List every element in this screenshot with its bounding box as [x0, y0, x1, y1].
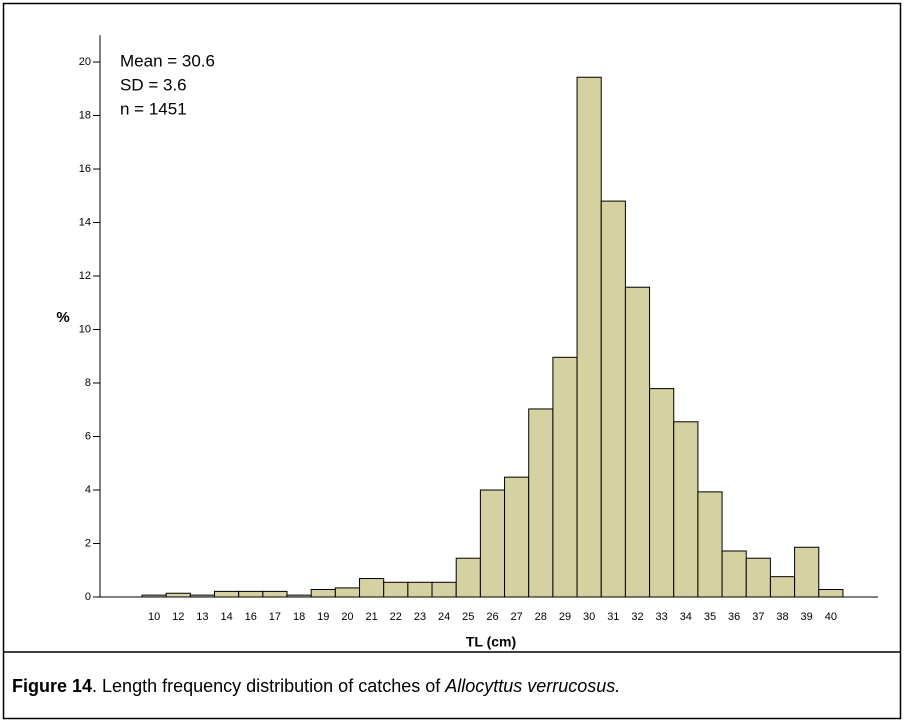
annotation: n = 1451 — [120, 99, 187, 118]
x-tick-label: 35 — [704, 611, 716, 623]
x-tick-label: 38 — [776, 611, 788, 623]
annotation: SD = 3.6 — [120, 75, 187, 94]
bar — [262, 590, 288, 598]
x-tick-label: 18 — [293, 611, 305, 623]
bar — [479, 489, 506, 598]
x-tick-label: 19 — [317, 611, 329, 623]
bar — [431, 581, 457, 598]
y-tick-label: 14 — [79, 216, 91, 228]
x-tick-label: 23 — [414, 611, 426, 623]
y-tick-label: 4 — [85, 484, 91, 496]
x-tick-label: 37 — [752, 611, 764, 623]
x-tick-label: 30 — [583, 611, 595, 623]
x-tick-label: 21 — [365, 611, 377, 623]
bar — [528, 408, 554, 598]
bar — [407, 581, 433, 598]
y-tick-label: 2 — [85, 537, 91, 549]
x-tick-label: 17 — [269, 611, 281, 623]
caption-species: Allocyttus verrucosus. — [444, 676, 620, 696]
bar — [649, 388, 675, 598]
bar — [383, 581, 409, 598]
x-tick-label: 27 — [511, 611, 523, 623]
x-tick-label: 26 — [486, 611, 498, 623]
bar — [214, 590, 240, 598]
x-tick-label: 39 — [801, 611, 813, 623]
x-tick-label: 29 — [559, 611, 571, 623]
x-tick-label: 12 — [172, 611, 184, 623]
bar — [359, 578, 385, 598]
x-tick-label: 14 — [220, 611, 232, 623]
bar — [794, 546, 820, 598]
annotation: Mean = 30.6 — [120, 51, 215, 70]
bar — [576, 76, 602, 598]
y-tick-label: 16 — [79, 163, 91, 175]
bar — [745, 557, 771, 598]
y-axis-label: % — [56, 309, 69, 326]
x-tick-label: 22 — [390, 611, 402, 623]
x-tick-label: 28 — [535, 611, 547, 623]
bar — [334, 587, 361, 598]
caption-text: . Length frequency distribution of catch… — [92, 676, 445, 696]
x-tick-label: 32 — [631, 611, 643, 623]
y-tick-label: 6 — [85, 430, 91, 442]
bar — [552, 356, 578, 598]
bar — [673, 421, 699, 598]
x-tick-label: 20 — [341, 611, 353, 623]
x-axis-label: TL (cm) — [466, 634, 516, 650]
caption: Figure 14. Length frequency distribution… — [12, 676, 620, 696]
bar — [697, 491, 723, 598]
y-tick-label: 18 — [79, 109, 91, 121]
bar — [769, 576, 796, 598]
bar — [504, 476, 530, 598]
caption-label: Figure 14 — [12, 676, 92, 696]
y-tick-label: 20 — [79, 56, 91, 68]
y-tick-label: 12 — [79, 270, 91, 282]
x-tick-label: 10 — [148, 611, 160, 623]
bar — [624, 286, 651, 598]
bar — [818, 589, 844, 598]
x-tick-label: 25 — [462, 611, 474, 623]
x-tick-label: 36 — [728, 611, 740, 623]
bar — [310, 589, 336, 598]
y-tick-label: 8 — [85, 377, 91, 389]
bar — [455, 557, 481, 598]
x-tick-label: 24 — [438, 611, 450, 623]
y-tick-label: 0 — [85, 591, 91, 603]
bar — [165, 592, 191, 598]
x-tick-label: 40 — [825, 611, 837, 623]
x-tick-label: 33 — [656, 611, 668, 623]
x-tick-label: 13 — [196, 611, 208, 623]
bar — [721, 550, 747, 598]
y-tick-label: 10 — [79, 323, 91, 335]
x-tick-label: 16 — [245, 611, 257, 623]
bar — [238, 590, 264, 598]
bar — [600, 200, 626, 598]
x-tick-label: 34 — [680, 611, 692, 623]
x-tick-label: 31 — [607, 611, 619, 623]
